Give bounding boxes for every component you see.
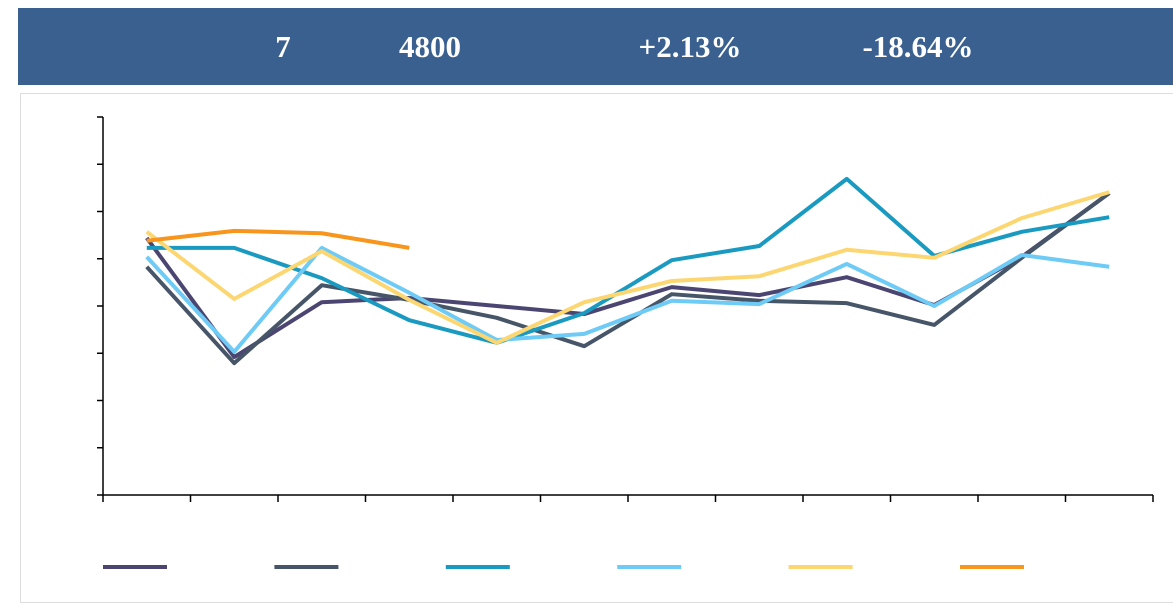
stat: -18.64% (862, 29, 974, 64)
header-bar (18, 8, 1173, 85)
stat: 7 (275, 29, 291, 64)
chart (97, 116, 1154, 569)
series-line (145, 191, 1111, 366)
stat: 4800 (399, 29, 461, 64)
series-line (146, 228, 410, 250)
stat: +2.13% (638, 29, 742, 64)
page: 7 4800 +2.13% -18.64% (() => { const dat… (18, 8, 1173, 603)
series-line (145, 190, 1110, 345)
series-line (145, 191, 1111, 360)
series-line (145, 245, 1110, 354)
